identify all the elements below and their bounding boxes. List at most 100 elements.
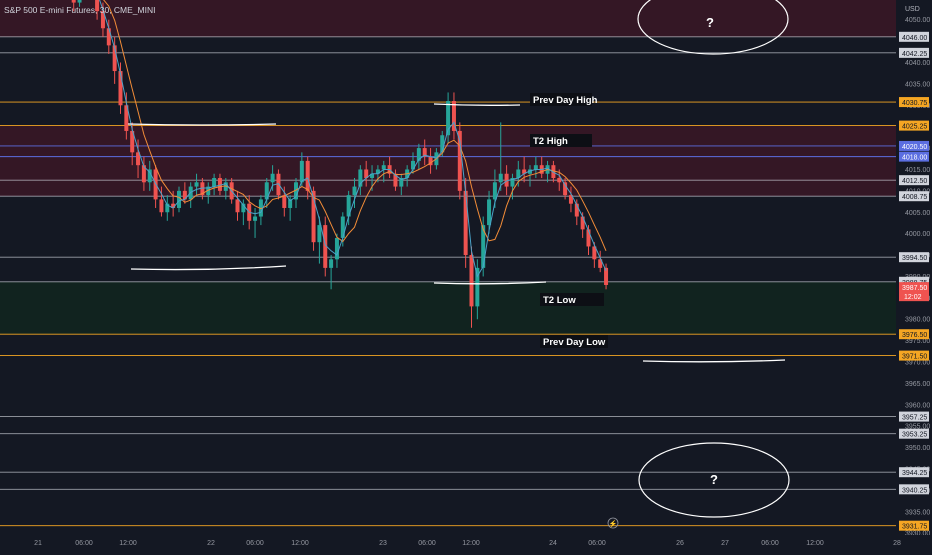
axis-tick-label: 4015.00 — [905, 167, 930, 174]
drawn-line — [642, 359, 786, 363]
countdown: 12:02 — [904, 294, 922, 301]
candle-body — [551, 165, 556, 179]
annotation-label: Prev Day Low — [543, 337, 606, 348]
candle-body — [498, 173, 503, 183]
candle-body — [375, 169, 380, 174]
axis-tick-label: 4035.00 — [905, 81, 930, 88]
axis-tick-label: 3935.00 — [905, 509, 930, 516]
time-axis-label: 06:00 — [246, 540, 264, 547]
candle-body — [487, 199, 492, 226]
annotation-bg — [540, 293, 604, 306]
candle-body — [212, 178, 217, 187]
candle-body — [323, 225, 328, 268]
candle-body — [311, 190, 316, 243]
candle-body — [393, 173, 398, 187]
drawn-line — [127, 123, 277, 126]
candle-body — [235, 199, 240, 213]
candle-body — [557, 178, 562, 183]
price-label: 3971.50 — [902, 354, 927, 361]
candle-body — [241, 203, 246, 213]
candle-body — [282, 195, 287, 208]
candle-body — [592, 246, 597, 260]
time-axis-label: 28 — [893, 540, 901, 547]
candle-body — [130, 130, 135, 153]
candle-body — [264, 182, 269, 200]
price-label: 4025.25 — [902, 124, 927, 131]
price-label-bg — [899, 252, 929, 263]
candle-body — [217, 178, 222, 191]
time-axis-label: 06:00 — [761, 540, 779, 547]
time-axis-label: 12:00 — [806, 540, 824, 547]
candle-body — [95, 0, 100, 12]
candle-body — [416, 148, 421, 161]
candle-body — [451, 100, 456, 131]
candle-body — [329, 259, 334, 268]
time-axis-label: 21 — [34, 540, 42, 547]
axis-tick-label: 3970.00 — [905, 360, 930, 367]
price-label-bg — [899, 484, 929, 495]
candle-body — [516, 169, 521, 179]
axis-tick-label: 3960.00 — [905, 402, 930, 409]
candle-body — [364, 169, 369, 179]
zone-resistance — [0, 0, 896, 37]
candle-body — [352, 186, 357, 196]
axis-tick-label: 4040.00 — [905, 60, 930, 67]
candle-body — [112, 45, 117, 72]
candle-body — [100, 11, 105, 29]
candle-body — [510, 178, 515, 187]
moving-average-slow — [103, 0, 607, 251]
price-label-bg — [899, 411, 929, 422]
candle-body — [346, 195, 351, 217]
candle-body — [136, 152, 141, 166]
candle-body — [288, 199, 293, 208]
axis-tick-label: 3955.00 — [905, 424, 930, 431]
candle-body — [358, 169, 363, 187]
price-label-bg — [899, 467, 929, 478]
time-axis-label: 23 — [379, 540, 387, 547]
candle-body — [504, 173, 509, 187]
candle-body — [223, 182, 228, 191]
candle-body — [598, 259, 603, 268]
moving-average-fast — [99, 0, 607, 278]
candle-body — [370, 173, 375, 179]
candle-body — [253, 216, 258, 221]
candle-body — [294, 182, 298, 200]
annotation-label: T2 High — [533, 136, 568, 147]
candle-body — [533, 165, 538, 170]
symbol-title: S&P 500 E-mini Futures, 30, CME_MINI — [4, 5, 156, 15]
price-label-bg — [899, 31, 929, 42]
time-axis-label: 12:00 — [119, 540, 137, 547]
axis-tick-label: 4050.00 — [905, 17, 930, 24]
annotation-label: Prev Day High — [533, 95, 598, 106]
drawn-line — [433, 103, 521, 106]
time-axis-label: 06:00 — [588, 540, 606, 547]
drawn-ellipse — [637, 0, 789, 55]
axis-tick-label: 3980.00 — [905, 317, 930, 324]
annotation-bg — [540, 335, 608, 348]
price-label: 4018.00 — [902, 155, 927, 162]
price-label: 3931.75 — [902, 524, 927, 531]
price-label-bg — [899, 97, 929, 108]
candle-body — [165, 203, 170, 213]
price-label: 4008.75 — [902, 194, 927, 201]
candle-body — [604, 267, 609, 285]
candle-body — [528, 169, 532, 174]
candle-body — [522, 169, 527, 174]
candle-body — [147, 169, 152, 183]
axis-tick-label: 3950.00 — [905, 445, 930, 452]
price-label: 4012.50 — [902, 178, 927, 185]
time-axis-label: 24 — [549, 540, 557, 547]
candle-body — [177, 190, 181, 208]
candle-body — [106, 28, 111, 46]
time-axis-label: 12:00 — [291, 540, 309, 547]
price-label: 4046.00 — [902, 35, 927, 42]
price-axis — [896, 0, 932, 550]
candle-body — [428, 156, 433, 166]
candle-body — [481, 225, 486, 268]
time-axis-label: 27 — [721, 540, 729, 547]
axis-tick-label: 3965.00 — [905, 381, 930, 388]
candle-body — [299, 160, 304, 183]
candle-body — [422, 148, 427, 157]
